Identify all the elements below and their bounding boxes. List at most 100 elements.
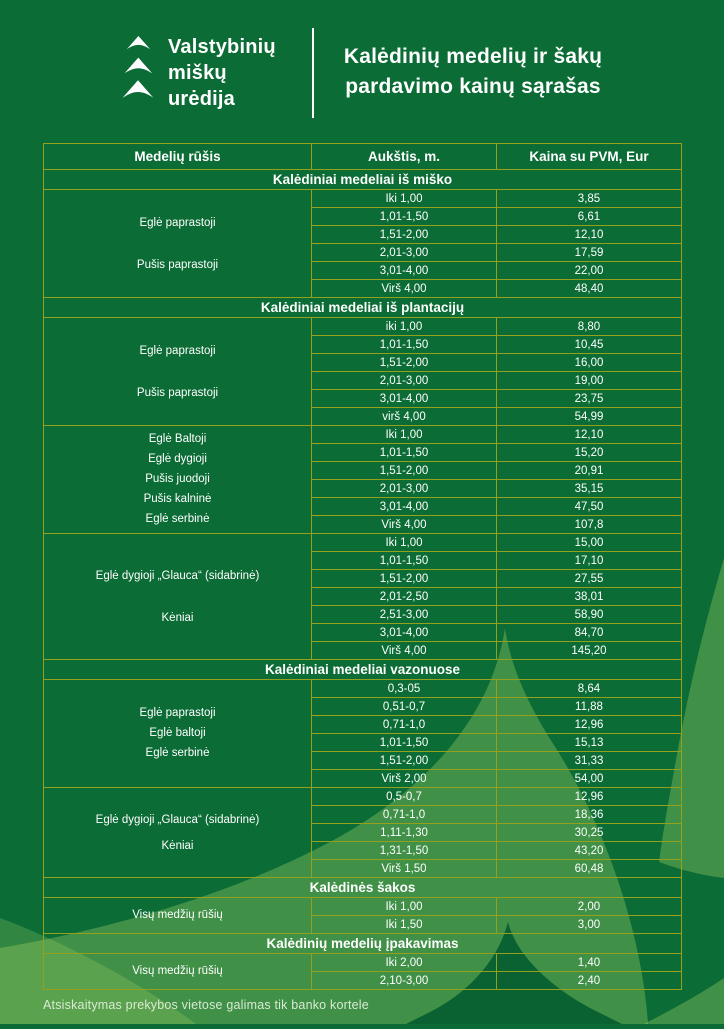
brand-name-line: Valstybinių bbox=[168, 36, 276, 58]
price-cell: 54,00 bbox=[496, 769, 682, 788]
table-row: Virš 4,00 48,40 bbox=[44, 279, 682, 298]
price-cell: 17,10 bbox=[496, 551, 682, 570]
table-row: Virš 4,00 107,8 bbox=[44, 515, 682, 534]
table-row: Visų medžių rūšių Iki 1,00 2,00 bbox=[43, 897, 682, 934]
height-cell: 2,10-3,00 bbox=[311, 971, 497, 990]
species-name: Eglė paprastoji bbox=[139, 344, 216, 357]
price-cell: 54,99 bbox=[496, 407, 682, 426]
table-row: 1,51-2,00 31,33 bbox=[44, 751, 682, 770]
price-cell: 47,50 bbox=[496, 497, 682, 516]
table-row: 3,01-4,00 84,70 bbox=[44, 623, 682, 642]
price-cell: 1,40 bbox=[496, 953, 682, 972]
table-row: 2,51-3,00 58,90 bbox=[44, 605, 682, 624]
brand-name: Valstybinių miškų urėdija bbox=[168, 34, 276, 112]
price-cell: 23,75 bbox=[496, 389, 682, 408]
height-cell: 0,71-1,0 bbox=[311, 715, 497, 734]
height-cell: Iki 1,50 bbox=[311, 915, 497, 934]
height-cell: Iki 1,00 bbox=[311, 897, 497, 916]
table-row: 1,51-2,00 16,00 bbox=[44, 353, 682, 372]
species-name: Visų medžių rūšių bbox=[132, 909, 223, 921]
table-row: 2,01-3,00 19,00 bbox=[44, 371, 682, 390]
species-name: Kėniai bbox=[161, 839, 194, 852]
species-name: Eglė dygioji „Glauca“ (sidabrinė) bbox=[95, 813, 260, 826]
species-cell: Eglė Baltoji Eglė dygioji Pušis juodoji Puš… bbox=[43, 425, 312, 534]
price-cell: 8,64 bbox=[496, 679, 682, 698]
height-cell: 1,51-2,00 bbox=[311, 751, 497, 770]
table-row: Visų medžių rūšių Iki 2,00 1,40 bbox=[43, 953, 682, 990]
price-cell: 15,00 bbox=[496, 533, 682, 552]
species-name: Eglė serbinė bbox=[145, 747, 210, 759]
height-cell: iki 1,00 bbox=[311, 317, 497, 336]
table-row: 3,01-4,00 22,00 bbox=[44, 261, 682, 280]
payment-note: Atsiskaitymas prekybos vietose galimas t… bbox=[43, 998, 369, 1012]
price-cell: 107,8 bbox=[496, 515, 682, 534]
price-cell: 58,90 bbox=[496, 605, 682, 624]
height-cell: 1,51-2,00 bbox=[311, 569, 497, 588]
header-divider bbox=[312, 28, 314, 118]
table-row: Eglė paprastoji Pušis paprastoji iki 1,00 8… bbox=[43, 317, 682, 426]
table-row: virš 4,00 54,99 bbox=[44, 407, 682, 426]
price-cell: 30,25 bbox=[496, 823, 682, 842]
price-table-body: Kalėdiniai medeliai iš miško Eglė paprast… bbox=[43, 169, 682, 990]
table-header-row: Medelių rūšis Aukštis, m. Kaina su PVM, … bbox=[43, 143, 682, 170]
price-cell: 11,88 bbox=[496, 697, 682, 716]
price-cell: 20,91 bbox=[496, 461, 682, 480]
species-name: Pušis kalninė bbox=[143, 493, 212, 505]
species-cell: Eglė paprastoji Pušis paprastoji bbox=[43, 317, 312, 426]
height-cell: 1,31-1,50 bbox=[311, 841, 497, 860]
height-cell: 0,51-0,7 bbox=[311, 697, 497, 716]
table-row: Eglė paprastoji Pušis paprastoji Iki 1,00 3… bbox=[43, 189, 682, 298]
species-cell: Eglė dygioji „Glauca“ (sidabrinė) Kėniai bbox=[43, 787, 312, 878]
height-cell: 2,01-3,00 bbox=[311, 371, 497, 390]
price-cell: 19,00 bbox=[496, 371, 682, 390]
species-name: Eglė serbinė bbox=[145, 513, 210, 525]
height-cell: 1,01-1,50 bbox=[311, 551, 497, 570]
height-cell: Virš 2,00 bbox=[311, 769, 497, 788]
table-row: Virš 2,00 54,00 bbox=[44, 769, 682, 788]
height-cell: Iki 1,00 bbox=[311, 533, 497, 552]
height-cell: 2,51-3,00 bbox=[311, 605, 497, 624]
height-cell: Virš 4,00 bbox=[311, 279, 497, 298]
height-cell: 1,51-2,00 bbox=[311, 225, 497, 244]
price-cell: 16,00 bbox=[496, 353, 682, 372]
species-name: Pušis paprastoji bbox=[136, 258, 219, 271]
price-cell: 35,15 bbox=[496, 479, 682, 498]
height-cell: 2,01-3,00 bbox=[311, 243, 497, 262]
price-cell: 27,55 bbox=[496, 569, 682, 588]
table-row: 0,71-1,0 12,96 bbox=[44, 715, 682, 734]
height-cell: 0,5-0,7 bbox=[311, 787, 497, 806]
brand-name-line: miškų bbox=[168, 62, 227, 84]
height-cell: 2,01-2,50 bbox=[311, 587, 497, 606]
price-cell: 15,20 bbox=[496, 443, 682, 462]
species-name: Kėniai bbox=[161, 611, 194, 624]
table-row: Eglė Baltoji Eglė dygioji Pušis juodoji Puš… bbox=[43, 425, 682, 534]
column-header-height: Aukštis, m. bbox=[311, 143, 497, 170]
table-row: Eglė dygioji „Glauca“ (sidabrinė) Kėniai 0… bbox=[43, 787, 682, 878]
price-cell: 60,48 bbox=[496, 859, 682, 878]
table-row: 1,01-1,50 6,61 bbox=[44, 207, 682, 226]
height-cell: 3,01-4,00 bbox=[311, 623, 497, 642]
section-title: Kalėdinių medelių įpakavimas bbox=[43, 933, 682, 954]
section-header-row: Kalėdiniai medeliai iš miško bbox=[43, 169, 682, 190]
price-cell: 8,80 bbox=[496, 317, 682, 336]
section-header-row: Kalėdiniai medeliai vazonuose bbox=[43, 659, 682, 680]
table-row: 1,51-2,00 12,10 bbox=[44, 225, 682, 244]
height-cell: 3,01-4,00 bbox=[311, 497, 497, 516]
price-cell: 31,33 bbox=[496, 751, 682, 770]
height-cell: 1,51-2,00 bbox=[311, 353, 497, 372]
price-table: Medelių rūšis Aukštis, m. Kaina su PVM, … bbox=[43, 143, 682, 990]
page-title-line1: Kalėdinių medelių ir šakų bbox=[343, 45, 603, 68]
height-cell: 1,51-2,00 bbox=[311, 461, 497, 480]
page-title-line2: pardavimo kainų sąrašas bbox=[345, 75, 601, 98]
table-row: 3,01-4,00 23,75 bbox=[44, 389, 682, 408]
fir-tree-chevrons-icon bbox=[122, 36, 154, 98]
price-cell: 2,00 bbox=[496, 897, 682, 916]
price-cell: 3,00 bbox=[496, 915, 682, 934]
price-cell: 6,61 bbox=[496, 207, 682, 226]
price-cell: 48,40 bbox=[496, 279, 682, 298]
height-cell: 1,01-1,50 bbox=[311, 335, 497, 354]
section-header-row: Kalėdiniai medeliai iš plantacijų bbox=[43, 297, 682, 318]
price-cell: 12,96 bbox=[496, 715, 682, 734]
species-cell: Visų medžių rūšių bbox=[43, 953, 312, 990]
species-cell: Eglė paprastoji Eglė baltoji Eglė serbinė bbox=[43, 679, 312, 788]
